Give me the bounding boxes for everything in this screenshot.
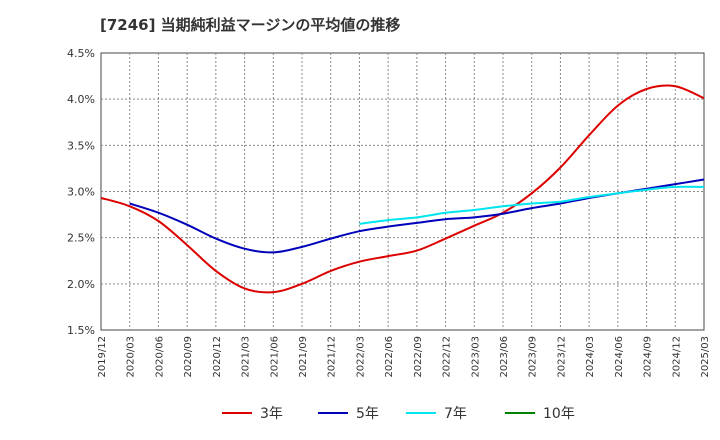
y-tick-label: 2.5% (67, 232, 95, 245)
x-tick-label: 2021/12 (327, 336, 338, 378)
y-axis: 1.5% 2.0% 2.5% 3.0% 3.5% 4.0% 4.5% (67, 47, 95, 337)
x-tick-label: 2023/12 (556, 336, 567, 378)
legend-label: 10年 (543, 406, 575, 422)
y-tick-label: 3.5% (67, 139, 95, 152)
y-tick-label: 1.5% (67, 324, 95, 337)
x-tick-label: 2022/06 (384, 336, 395, 378)
y-tick-label: 3.0% (67, 186, 95, 199)
x-tick-label: 2021/03 (241, 336, 252, 378)
x-tick-label: 2024/06 (614, 336, 625, 378)
legend-label: 7年 (444, 406, 467, 422)
x-tick-label: 2020/06 (154, 336, 165, 378)
x-axis: 2019/12 2020/03 2020/06 2020/09 2020/12 2021/… (97, 336, 711, 378)
x-tick-label: 2023/06 (499, 336, 510, 378)
grid (101, 53, 704, 330)
x-tick-label: 2020/12 (212, 336, 223, 378)
chart-title: [7246] 当期純利益マージンの平均値の推移 (100, 16, 401, 34)
x-tick-label: 2024/09 (643, 336, 654, 378)
x-tick-label: 2022/03 (355, 336, 366, 378)
x-tick-label: 2022/12 (442, 336, 453, 378)
x-tick-label: 2023/03 (470, 336, 481, 378)
legend: 3年 5年 7年 10年 (222, 406, 575, 422)
x-tick-label: 2019/12 (97, 336, 108, 378)
x-tick-label: 2024/03 (585, 336, 596, 378)
series-line-3年 (100, 84, 705, 294)
y-tick-label: 2.0% (67, 278, 95, 291)
x-tick-label: 2020/03 (126, 336, 137, 378)
x-tick-label: 2024/12 (671, 336, 682, 378)
x-tick-label: 2021/06 (269, 336, 280, 378)
y-tick-label: 4.5% (67, 47, 95, 60)
x-tick-label: 2023/09 (528, 336, 539, 378)
legend-label: 5年 (356, 406, 379, 422)
series-lines (100, 84, 705, 294)
x-tick-label: 2021/09 (298, 336, 309, 378)
x-tick-label: 2022/09 (413, 336, 424, 378)
legend-label: 3年 (260, 406, 283, 422)
series-line-7年 (359, 185, 705, 225)
x-tick-label: 2020/09 (183, 336, 194, 378)
y-tick-label: 4.0% (67, 93, 95, 106)
x-tick-label: 2025/03 (700, 336, 711, 378)
